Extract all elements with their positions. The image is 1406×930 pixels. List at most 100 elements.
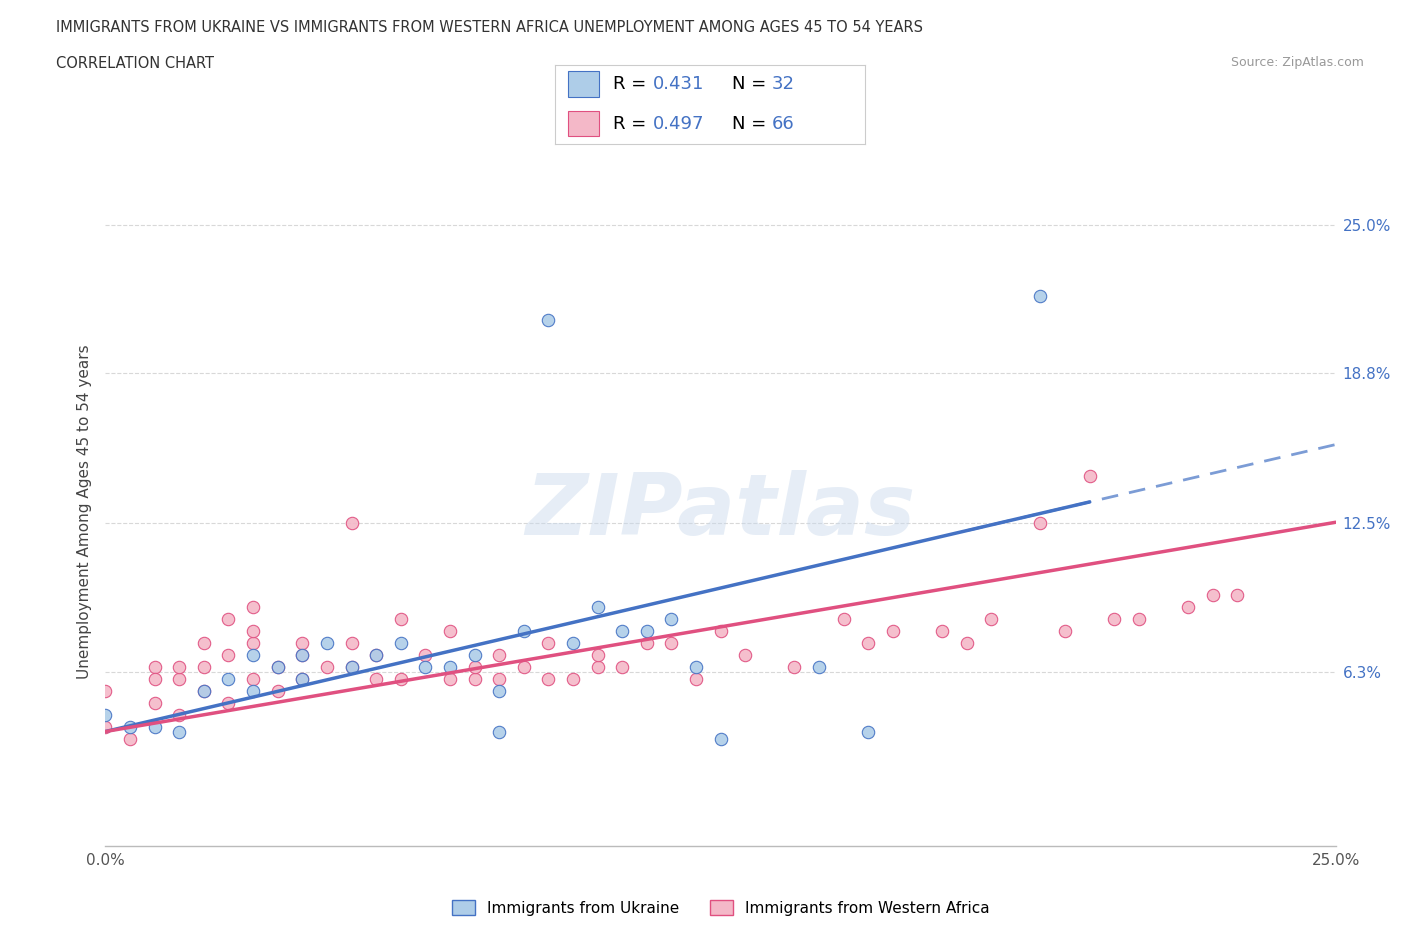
Point [685, 659, 707, 674]
Point [610, 659, 633, 674]
Point [242, 600, 264, 615]
Point [1078, 468, 1101, 483]
Point [636, 624, 658, 639]
Point [169, 671, 191, 686]
Point [389, 671, 412, 686]
Point [1128, 612, 1150, 627]
Text: 0.497: 0.497 [652, 114, 704, 133]
Point [807, 659, 830, 674]
Point [169, 708, 191, 723]
Text: IMMIGRANTS FROM UKRAINE VS IMMIGRANTS FROM WESTERN AFRICA UNEMPLOYMENT AMONG AGE: IMMIGRANTS FROM UKRAINE VS IMMIGRANTS FR… [56, 20, 924, 35]
Point [218, 647, 240, 662]
Point [120, 719, 141, 734]
Point [562, 635, 585, 650]
Bar [568, 72, 599, 97]
Point [315, 659, 337, 674]
Text: N =: N = [731, 114, 772, 133]
Point [636, 635, 658, 650]
Point [562, 671, 585, 686]
Text: R =: R = [613, 75, 651, 93]
Point [169, 659, 191, 674]
Point [143, 659, 166, 674]
Point [464, 671, 486, 686]
Point [537, 312, 560, 327]
Point [537, 635, 560, 650]
Point [1102, 612, 1125, 627]
Point [734, 647, 756, 662]
Point [439, 624, 461, 639]
Point [858, 724, 880, 739]
Legend: Immigrants from Ukraine, Immigrants from Western Africa: Immigrants from Ukraine, Immigrants from… [451, 899, 990, 916]
Point [193, 659, 215, 674]
Point [218, 671, 240, 686]
Text: Source: ZipAtlas.com: Source: ZipAtlas.com [1230, 56, 1364, 69]
Point [439, 671, 461, 686]
Point [366, 671, 388, 686]
Point [1029, 516, 1052, 531]
Bar [568, 111, 599, 137]
Point [242, 671, 264, 686]
Text: 0.431: 0.431 [652, 75, 704, 93]
Point [242, 684, 264, 698]
Text: 32: 32 [772, 75, 794, 93]
Point [291, 647, 314, 662]
Point [488, 647, 510, 662]
Point [1054, 624, 1077, 639]
Point [586, 600, 609, 615]
Point [193, 635, 215, 650]
Point [267, 684, 290, 698]
Point [488, 684, 510, 698]
Point [956, 635, 979, 650]
Point [832, 612, 855, 627]
Point [661, 612, 683, 627]
Text: CORRELATION CHART: CORRELATION CHART [56, 56, 214, 71]
Point [315, 635, 337, 650]
Point [931, 624, 953, 639]
Point [218, 612, 240, 627]
Point [783, 659, 806, 674]
Point [291, 635, 314, 650]
Point [1029, 289, 1052, 304]
Point [513, 624, 536, 639]
Point [340, 635, 363, 650]
Point [858, 635, 880, 650]
Point [464, 659, 486, 674]
Point [661, 635, 683, 650]
Point [415, 659, 437, 674]
Point [120, 731, 141, 746]
Point [94, 719, 117, 734]
Point [193, 684, 215, 698]
Point [710, 624, 733, 639]
Point [340, 516, 363, 531]
Point [242, 647, 264, 662]
Point [94, 708, 117, 723]
Point [340, 659, 363, 674]
Point [464, 647, 486, 662]
Point [488, 724, 510, 739]
Point [415, 647, 437, 662]
Point [366, 647, 388, 662]
Text: N =: N = [731, 75, 772, 93]
Point [685, 671, 707, 686]
Point [537, 671, 560, 686]
Text: ZIPatlas: ZIPatlas [526, 470, 915, 553]
Point [586, 659, 609, 674]
Point [193, 684, 215, 698]
Point [291, 647, 314, 662]
Point [267, 659, 290, 674]
Point [389, 635, 412, 650]
Point [366, 647, 388, 662]
Point [1177, 600, 1199, 615]
Text: 66: 66 [772, 114, 794, 133]
Point [586, 647, 609, 662]
Point [389, 612, 412, 627]
Point [218, 696, 240, 711]
Point [242, 624, 264, 639]
Point [143, 696, 166, 711]
Point [882, 624, 904, 639]
Point [291, 671, 314, 686]
Point [242, 635, 264, 650]
Point [143, 719, 166, 734]
Point [143, 671, 166, 686]
Y-axis label: Unemployment Among Ages 45 to 54 years: Unemployment Among Ages 45 to 54 years [76, 344, 91, 679]
